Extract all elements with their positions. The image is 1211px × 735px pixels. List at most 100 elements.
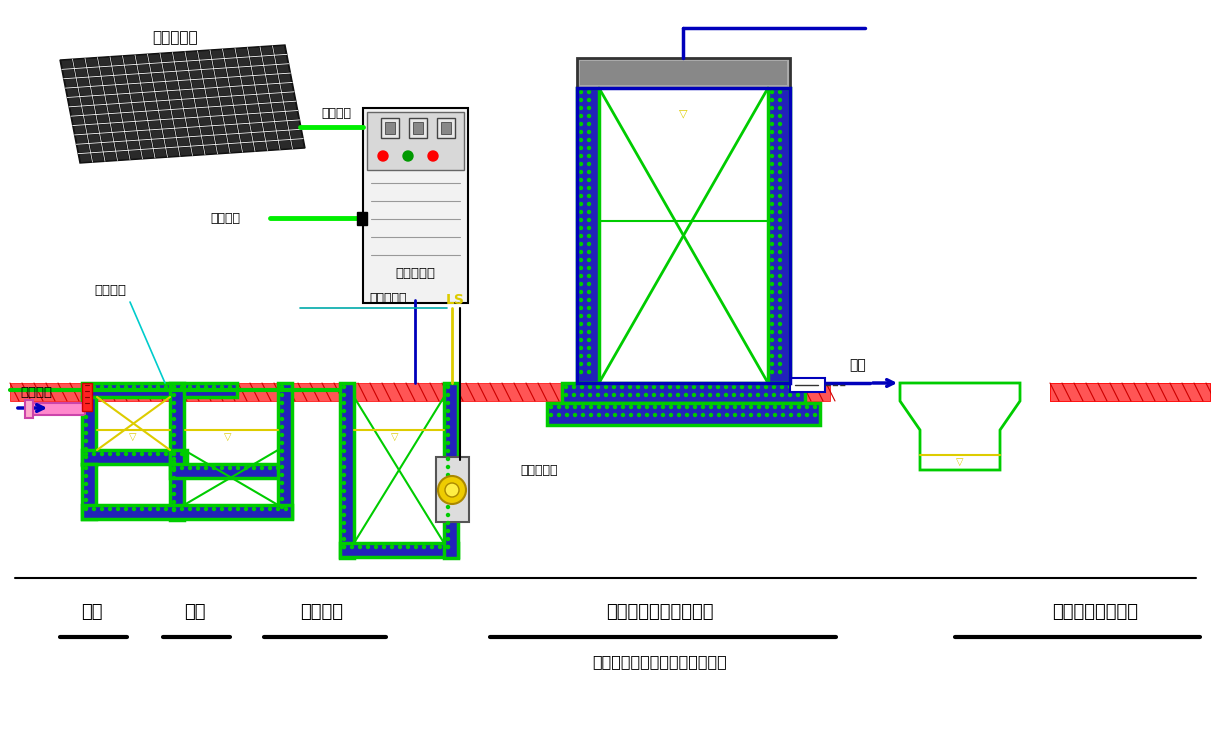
Circle shape [677, 414, 681, 417]
Circle shape [245, 507, 247, 511]
Polygon shape [228, 68, 239, 76]
Circle shape [580, 393, 584, 396]
Polygon shape [61, 45, 305, 163]
Polygon shape [193, 146, 203, 154]
Polygon shape [206, 88, 218, 97]
Circle shape [580, 290, 582, 293]
Polygon shape [90, 77, 102, 85]
Circle shape [557, 406, 561, 409]
Polygon shape [194, 89, 206, 98]
Circle shape [165, 507, 167, 511]
Polygon shape [269, 85, 280, 93]
Circle shape [447, 393, 449, 396]
Circle shape [587, 218, 591, 221]
Circle shape [700, 385, 704, 389]
Polygon shape [216, 135, 226, 143]
Circle shape [770, 259, 774, 262]
Circle shape [343, 401, 345, 404]
Circle shape [281, 385, 283, 389]
Polygon shape [277, 131, 289, 140]
Circle shape [205, 507, 207, 511]
Polygon shape [154, 82, 166, 90]
Circle shape [790, 414, 792, 417]
Polygon shape [202, 136, 214, 144]
Bar [547, 403, 820, 425]
Polygon shape [75, 68, 87, 77]
Text: ▽: ▽ [130, 432, 137, 442]
Circle shape [285, 507, 287, 511]
Circle shape [670, 414, 672, 417]
Circle shape [740, 393, 744, 396]
Text: ▽: ▽ [391, 432, 398, 442]
Polygon shape [235, 105, 247, 114]
Circle shape [580, 385, 584, 389]
Circle shape [770, 290, 774, 293]
Circle shape [770, 195, 774, 198]
Polygon shape [225, 59, 237, 67]
Circle shape [637, 406, 641, 409]
Bar [82, 450, 186, 464]
Circle shape [733, 385, 735, 389]
Circle shape [770, 354, 774, 357]
Circle shape [693, 385, 695, 389]
Polygon shape [248, 48, 260, 56]
Polygon shape [266, 75, 279, 83]
Polygon shape [195, 98, 207, 107]
Circle shape [684, 393, 688, 396]
Polygon shape [142, 83, 154, 92]
Circle shape [587, 154, 591, 157]
Polygon shape [247, 104, 259, 113]
Circle shape [770, 203, 774, 206]
Polygon shape [197, 108, 210, 116]
Circle shape [779, 226, 781, 229]
Circle shape [758, 406, 761, 409]
Circle shape [587, 354, 591, 357]
Circle shape [614, 406, 616, 409]
Circle shape [587, 282, 591, 285]
Circle shape [172, 450, 176, 453]
Circle shape [770, 306, 774, 309]
Circle shape [85, 453, 87, 456]
Circle shape [172, 501, 176, 503]
Circle shape [757, 385, 759, 389]
Circle shape [708, 393, 712, 396]
Circle shape [398, 545, 402, 548]
Circle shape [770, 162, 774, 165]
Circle shape [587, 370, 591, 373]
Circle shape [236, 467, 240, 470]
Circle shape [343, 498, 345, 501]
Polygon shape [157, 101, 170, 110]
Polygon shape [104, 86, 116, 94]
Circle shape [779, 115, 781, 118]
Polygon shape [222, 107, 234, 115]
Circle shape [779, 195, 781, 198]
Circle shape [447, 490, 449, 492]
Polygon shape [148, 111, 159, 120]
Polygon shape [138, 65, 150, 73]
Circle shape [770, 154, 774, 157]
Circle shape [172, 393, 176, 396]
Polygon shape [287, 112, 298, 120]
Polygon shape [116, 85, 128, 93]
Circle shape [770, 362, 774, 365]
Circle shape [172, 442, 176, 445]
Circle shape [116, 507, 120, 511]
Circle shape [281, 481, 283, 484]
Polygon shape [239, 58, 249, 66]
Polygon shape [266, 141, 279, 150]
Polygon shape [900, 383, 1020, 470]
Bar [367, 112, 464, 170]
Circle shape [550, 414, 552, 417]
Circle shape [132, 385, 136, 389]
Polygon shape [104, 152, 116, 160]
Polygon shape [274, 112, 286, 121]
Circle shape [580, 251, 582, 254]
Circle shape [597, 406, 601, 409]
Circle shape [779, 179, 781, 182]
Circle shape [779, 370, 781, 373]
Polygon shape [217, 78, 229, 87]
Bar [170, 464, 289, 478]
Circle shape [620, 393, 624, 396]
Circle shape [779, 282, 781, 285]
Circle shape [390, 545, 394, 548]
